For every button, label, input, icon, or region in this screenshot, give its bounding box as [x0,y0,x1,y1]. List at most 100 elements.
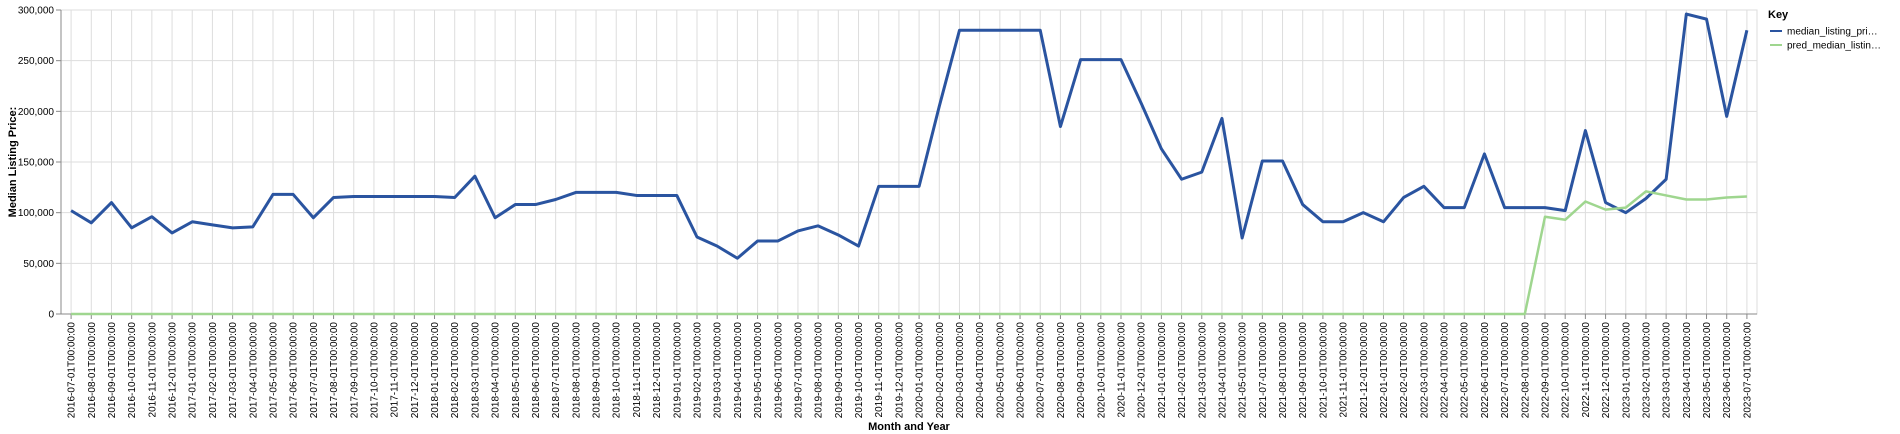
x-tick-label: 2017-08-01T00:00:00 [329,322,340,419]
x-tick-label: 2020-01-01T00:00:00 [915,322,926,419]
x-axis-title: Month and Year [868,421,950,433]
x-tick-label: 2020-12-01T00:00:00 [1137,322,1148,419]
x-tick-label: 2020-09-01T00:00:00 [1076,322,1087,419]
x-tick-label: 2022-06-01T00:00:00 [1480,322,1491,419]
x-tick-label: 2017-03-01T00:00:00 [228,322,239,419]
x-tick-label: 2017-07-01T00:00:00 [309,322,320,419]
x-tick-label: 2020-07-01T00:00:00 [1036,322,1047,419]
x-tick-label: 2022-07-01T00:00:00 [1500,322,1511,419]
y-tick-label: 50,000 [23,259,54,270]
x-tick-label: 2022-08-01T00:00:00 [1520,322,1531,419]
x-tick-label: 2018-08-01T00:00:00 [571,322,582,419]
x-tick-label: 2023-03-01T00:00:00 [1662,322,1673,419]
x-tick-label: 2017-02-01T00:00:00 [208,322,219,419]
x-tick-label: 2019-11-01T00:00:00 [874,322,885,418]
x-tick-label: 2018-06-01T00:00:00 [531,322,542,419]
x-tick-label: 2016-12-01T00:00:00 [168,322,179,419]
x-tick-label: 2019-09-01T00:00:00 [834,322,845,419]
x-tick-label: 2018-07-01T00:00:00 [551,322,562,419]
x-tick-label: 2016-10-01T00:00:00 [127,322,138,419]
series-line-0 [70,12,1749,260]
x-tick-label: 2022-11-01T00:00:00 [1581,322,1592,418]
x-tick-label: 2019-03-01T00:00:00 [713,322,724,419]
x-tick-label: 2016-11-01T00:00:00 [147,322,158,418]
x-tick-label: 2017-09-01T00:00:00 [349,322,360,419]
x-tick-label: 2020-03-01T00:00:00 [955,322,966,419]
x-tick-label: 2018-03-01T00:00:00 [470,322,481,419]
x-tick-label: 2017-12-01T00:00:00 [410,322,421,419]
x-tick-label: 2016-07-01T00:00:00 [67,322,78,419]
x-tick-label: 2020-02-01T00:00:00 [935,322,946,419]
x-tick-label: 2019-04-01T00:00:00 [733,322,744,419]
x-tick-label: 2021-01-01T00:00:00 [1157,322,1168,419]
x-tick-label: 2023-04-01T00:00:00 [1682,322,1693,419]
x-tick-label: 2019-07-01T00:00:00 [793,322,804,419]
y-tick-label: 150,000 [18,158,55,169]
axes: 0 50,000 100,000 150,000 200,000 250,000 300,0… [18,6,1757,419]
x-tick-label: 2019-05-01T00:00:00 [753,322,764,419]
y-tick-label: 0 [48,310,54,321]
x-tick-label: 2016-08-01T00:00:00 [87,322,98,419]
y-tick-label: 250,000 [18,56,55,67]
x-tick-label: 2018-01-01T00:00:00 [430,322,441,419]
x-tick-label: 2021-07-01T00:00:00 [1258,322,1269,419]
x-tick-label: 2021-04-01T00:00:00 [1217,322,1228,419]
legend-label-0: median_listing_pri… [1787,27,1878,38]
x-tick-label: 2017-06-01T00:00:00 [289,322,300,419]
series-line-1 [71,190,1747,316]
x-tick-label: 2022-10-01T00:00:00 [1561,322,1572,419]
y-tick-label: 100,000 [18,208,55,219]
x-tick-label: 2023-01-01T00:00:00 [1621,322,1632,419]
x-tick-label: 2018-11-01T00:00:00 [632,322,643,418]
x-tick-label: 2023-05-01T00:00:00 [1702,322,1713,419]
x-tick-label: 2021-05-01T00:00:00 [1238,322,1249,419]
x-tick-label: 2021-11-01T00:00:00 [1339,322,1350,418]
x-tick-label: 2017-05-01T00:00:00 [269,322,280,419]
x-tick-label: 2019-10-01T00:00:00 [854,322,865,419]
x-tick-label: 2021-02-01T00:00:00 [1177,322,1188,419]
x-tick-label: 2019-02-01T00:00:00 [693,322,704,419]
x-tick-label: 2022-03-01T00:00:00 [1419,322,1430,419]
x-tick-label: 2020-10-01T00:00:00 [1096,322,1107,419]
x-tick-label: 2021-03-01T00:00:00 [1197,322,1208,419]
x-tick-label: 2022-12-01T00:00:00 [1601,322,1612,419]
x-tick-label: 2022-02-01T00:00:00 [1399,322,1410,419]
x-tick-label: 2021-08-01T00:00:00 [1278,322,1289,419]
x-tick-label: 2021-12-01T00:00:00 [1359,322,1370,419]
x-tick-label: 2019-01-01T00:00:00 [672,322,683,419]
legend: Key median_listing_pri… pred_median_listi… [1768,9,1881,52]
x-tick-label: 2023-02-01T00:00:00 [1641,322,1652,419]
x-tick-label: 2020-06-01T00:00:00 [1016,322,1027,419]
x-tick-label: 2022-09-01T00:00:00 [1541,322,1552,419]
x-tick-label: 2022-01-01T00:00:00 [1379,322,1390,419]
x-tick-label: 2019-06-01T00:00:00 [773,322,784,419]
x-tick-label: 2021-09-01T00:00:00 [1298,322,1309,419]
x-tick-label: 2020-11-01T00:00:00 [1117,322,1128,418]
x-tick-label: 2019-08-01T00:00:00 [814,322,825,419]
x-tick-label: 2022-05-01T00:00:00 [1460,322,1471,419]
x-tick-label: 2018-05-01T00:00:00 [511,322,522,419]
x-tick-label: 2017-04-01T00:00:00 [248,322,259,419]
x-tick-label: 2017-11-01T00:00:00 [390,322,401,418]
x-tick-label: 2018-09-01T00:00:00 [592,322,603,419]
x-tick-label: 2020-05-01T00:00:00 [995,322,1006,419]
x-tick-label: 2019-12-01T00:00:00 [894,322,905,419]
gridlines [60,9,1758,315]
x-tick-label: 2023-06-01T00:00:00 [1722,322,1733,419]
x-tick-label: 2017-10-01T00:00:00 [369,322,380,419]
y-tick-label: 200,000 [18,107,55,118]
x-tick-label: 2023-07-01T00:00:00 [1742,322,1753,419]
x-tick-label: 2018-12-01T00:00:00 [652,322,663,419]
x-tick-label: 2018-04-01T00:00:00 [491,322,502,419]
legend-label-1: pred_median_listin… [1787,41,1881,52]
y-tick-label: 300,000 [18,6,55,17]
x-tick-label: 2016-09-01T00:00:00 [107,322,118,419]
x-tick-label: 2018-10-01T00:00:00 [612,322,623,419]
x-tick-label: 2021-10-01T00:00:00 [1318,322,1329,419]
x-tick-label: 2020-08-01T00:00:00 [1056,322,1067,419]
x-tick-label: 2018-02-01T00:00:00 [450,322,461,419]
legend-title: Key [1768,9,1789,21]
series-lines [70,12,1749,316]
x-tick-label: 2022-04-01T00:00:00 [1440,322,1451,419]
